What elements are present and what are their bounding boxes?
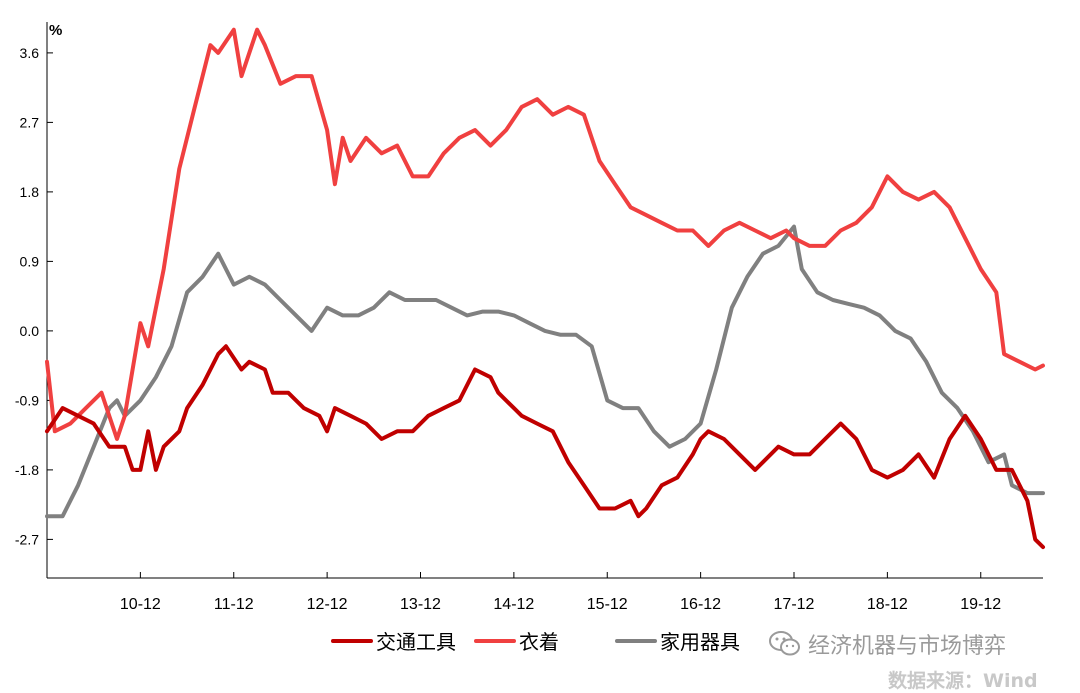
plot-area [45, 27, 1045, 550]
watermark-text: 经济机器与市场博弈 [808, 634, 1007, 659]
x-tick-label: 12-12 [307, 596, 348, 613]
x-tick-label: 16-12 [680, 596, 721, 613]
series-line-2 [45, 224, 1045, 519]
y-tick-label: -1.8 [15, 462, 39, 478]
y-tick-label: 0.0 [20, 323, 40, 339]
series-line-1 [45, 27, 1045, 441]
x-tick-label: 15-12 [587, 596, 628, 613]
y-tick-label: 1.8 [20, 184, 40, 200]
y-tick-label: -2.7 [15, 531, 39, 547]
y-tick-label: 3.6 [20, 45, 40, 61]
y-tick-label: 2.7 [20, 114, 40, 130]
x-tick-label: 18-12 [867, 596, 908, 613]
legend-label-0: 交通工具 [376, 630, 456, 654]
x-tick-label: 17-12 [774, 596, 815, 613]
y-axis: 3.6 2.7 1.8 0.9 0.0 -0.9 -1.8 -2.7 [15, 22, 53, 578]
legend: 交通工具 衣着 家用器具 [331, 630, 740, 654]
y-unit-label: % [49, 22, 62, 39]
x-tick-label: 13-12 [400, 596, 441, 613]
x-tick-label: 14-12 [493, 596, 534, 613]
x-tick-label: 10-12 [120, 596, 161, 613]
y-tick-label: -0.9 [15, 392, 39, 408]
source-note: 数据来源：Wind [888, 670, 1038, 692]
legend-label-1: 衣着 [519, 630, 559, 654]
watermark: 经济机器与市场博弈 [768, 628, 1006, 660]
y-tick-label: 0.9 [20, 253, 40, 269]
x-tick-label: 19-12 [960, 596, 1001, 613]
x-tick-label: 11-12 [214, 596, 254, 613]
x-axis: 10-12 11-12 12-12 13-12 14-12 15-12 16-12 17-12… [47, 572, 1043, 613]
series-line-0 [45, 344, 1045, 550]
legend-label-2: 家用器具 [660, 630, 740, 654]
wechat-icon [769, 631, 800, 656]
